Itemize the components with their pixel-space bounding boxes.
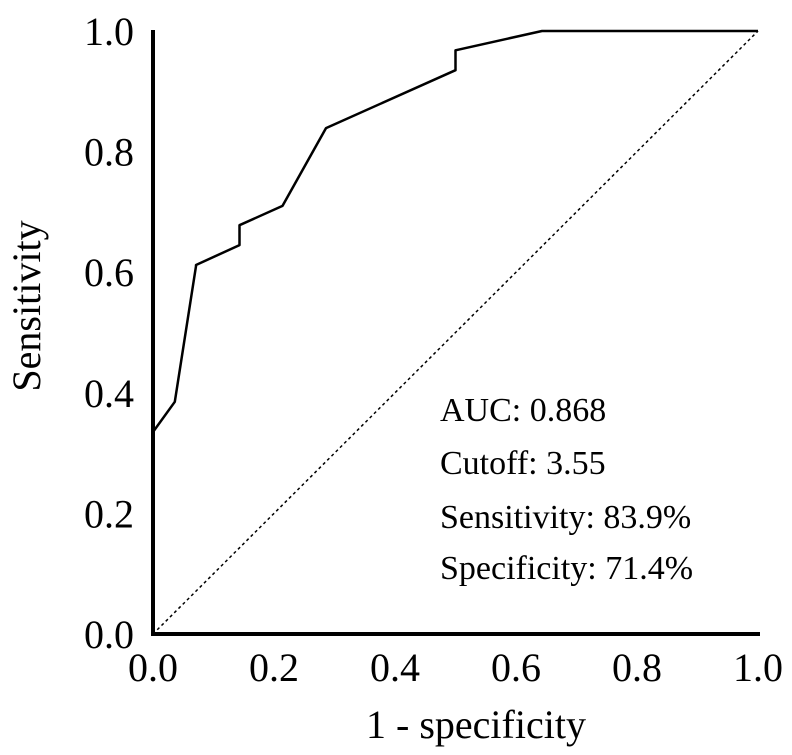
x-axis-label: 1 - specificity (366, 702, 586, 747)
y-tick-label: 1.0 (84, 9, 134, 54)
series-layer (151, 29, 759, 635)
x-tick-labels: 0.0 0.2 0.4 0.6 0.8 1.0 (128, 645, 783, 690)
annotation-cutoff: Cutoff: 3.55 (440, 445, 606, 482)
y-tick-label: 0.2 (84, 491, 134, 536)
y-axis-label: Sensitivity (4, 220, 49, 391)
annotation-auc: AUC: 0.868 (440, 392, 606, 429)
x-tick-label: 0.2 (249, 645, 299, 690)
y-tick-label: 0.6 (84, 250, 134, 295)
annotation-block: AUC: 0.868 Cutoff: 3.55 Sensitivity: 83.… (440, 392, 693, 587)
x-tick-label: 0.0 (128, 645, 178, 690)
x-tick-label: 0.6 (491, 645, 541, 690)
reference-diagonal-line (152, 30, 759, 635)
annotation-specificity: Specificity: 71.4% (440, 550, 693, 587)
y-tick-label: 0.0 (84, 612, 134, 657)
x-tick-label: 1.0 (733, 645, 783, 690)
roc-curve-line (151, 29, 758, 433)
y-tick-labels: 0.0 0.2 0.4 0.6 0.8 1.0 (84, 9, 134, 657)
chart-axes (151, 30, 760, 636)
y-tick-label: 0.4 (84, 371, 134, 416)
x-tick-label: 0.8 (612, 645, 662, 690)
y-tick-label: 0.8 (84, 130, 134, 175)
x-tick-label: 0.4 (370, 645, 420, 690)
annotation-sensitivity: Sensitivity: 83.9% (440, 499, 691, 536)
